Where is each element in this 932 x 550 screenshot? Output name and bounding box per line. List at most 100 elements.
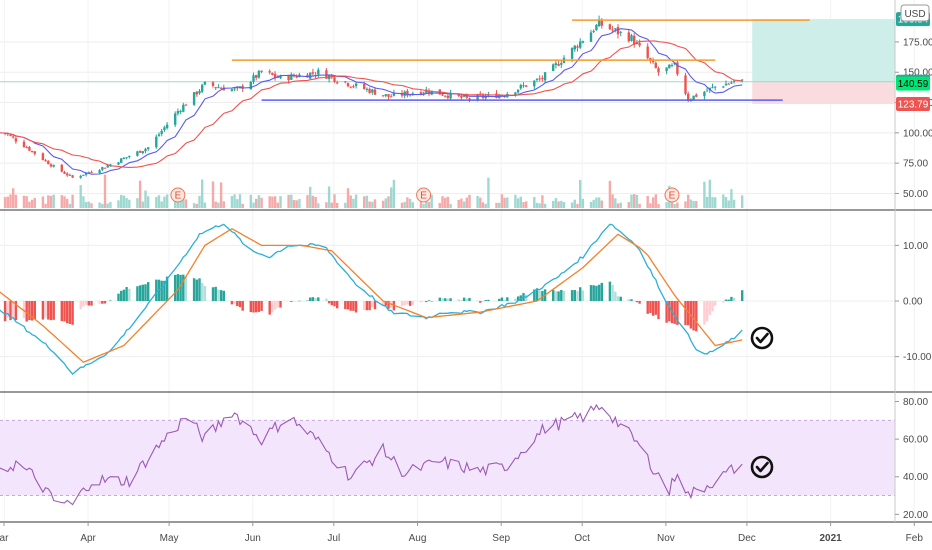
candle [692,95,695,101]
price-tag-label: 123.79 [898,100,929,111]
candle [525,85,528,87]
candle [714,86,717,88]
macd-histogram-bar [406,301,409,305]
volume-bar [163,196,166,208]
candle [28,146,31,151]
macd-histogram-bar [349,301,352,311]
candle [182,104,185,112]
candle [687,93,690,101]
volume-bar [276,202,279,208]
macd-histogram-bar [449,298,452,301]
candle [608,24,612,30]
macd-histogram-bar [174,274,177,301]
candle [484,96,487,99]
candle [268,71,271,73]
candle [252,75,255,82]
volume-bar [525,201,528,208]
candle [9,134,12,136]
candle [71,175,74,178]
candle [390,96,393,98]
candle [125,157,128,159]
macd-histogram-bar [468,297,471,301]
candle [619,31,622,33]
volume-bar [252,202,255,208]
macd-histogram-bar [295,301,298,302]
y-tick-label: 20.00 [903,510,928,521]
volume-bar [287,194,290,208]
candle [427,90,431,94]
y-tick-label: 75.00 [903,159,928,170]
macd-histogram-bar [657,301,660,320]
volume-bar [117,200,120,208]
macd-histogram-bar [22,301,26,319]
currency-badge[interactable]: USD [900,4,930,22]
candle [165,124,169,129]
macd-histogram-bar [562,291,566,301]
x-tick-label: ar [0,533,9,544]
macd-histogram-bar [695,301,698,332]
volume-bar [33,197,36,208]
macd-histogram-bar [484,300,487,301]
macd-histogram-bar [365,301,369,311]
volume-bar [611,194,614,208]
volume-bar [406,197,409,208]
candle [33,151,36,154]
candle [381,95,385,97]
macd-histogram-bar [238,301,242,308]
macd-histogram-bar [500,297,504,301]
candle [522,85,525,87]
macd-histogram-bar [276,301,279,308]
volume-bar [203,202,207,208]
volume-bar [354,194,358,208]
volume-bar [722,194,725,208]
macd-histogram-bar [179,274,182,301]
volume-bar [633,194,636,208]
candle [541,77,544,80]
macd-histogram-bar [627,299,630,301]
macd-histogram-bar [498,298,501,301]
candle [538,78,541,80]
volume-bar [330,202,333,208]
volume-bar [449,203,452,208]
volume-bar [103,174,107,208]
volume-bar [498,202,501,208]
candle [211,82,215,86]
candle [219,87,223,89]
y-tick-label: 40.00 [903,472,928,483]
candle [468,98,471,100]
volume-bar [314,196,317,208]
volume-bars [3,174,744,208]
volume-bar [363,196,366,208]
macd-histogram-bar [576,291,579,301]
volume-bar [241,203,244,208]
volume-bar [387,196,390,208]
macd-histogram-bar [279,301,282,308]
volume-bar [654,194,657,208]
candle [627,32,630,42]
x-axis-labels[interactable]: ar Apr May Jun Jul Aug Sep Oct Nov Dec 2021 Feb [0,522,923,544]
volume-bar [657,203,660,208]
volume-bar [430,194,433,208]
candle [174,113,177,125]
macd-histogram-bar [541,290,544,301]
candle [387,94,390,97]
volume-bar [260,197,263,208]
macd-histogram-bar [457,299,460,301]
volume-bar [741,195,744,208]
volume-bar [84,202,88,208]
candle [533,80,536,87]
macd-histogram-bar [66,301,69,324]
candle [257,70,261,78]
candle [163,127,166,130]
volume-bar [616,203,620,208]
candle [730,82,733,84]
macd-histogram-bar [163,280,166,301]
earnings-marker [170,187,186,203]
candle [384,94,387,96]
candle [554,63,558,65]
volume-bar [554,198,558,208]
macd-histogram-bar [446,298,450,301]
macd-histogram-bar [41,301,45,320]
candle [101,167,104,170]
volume-bar [543,203,547,208]
